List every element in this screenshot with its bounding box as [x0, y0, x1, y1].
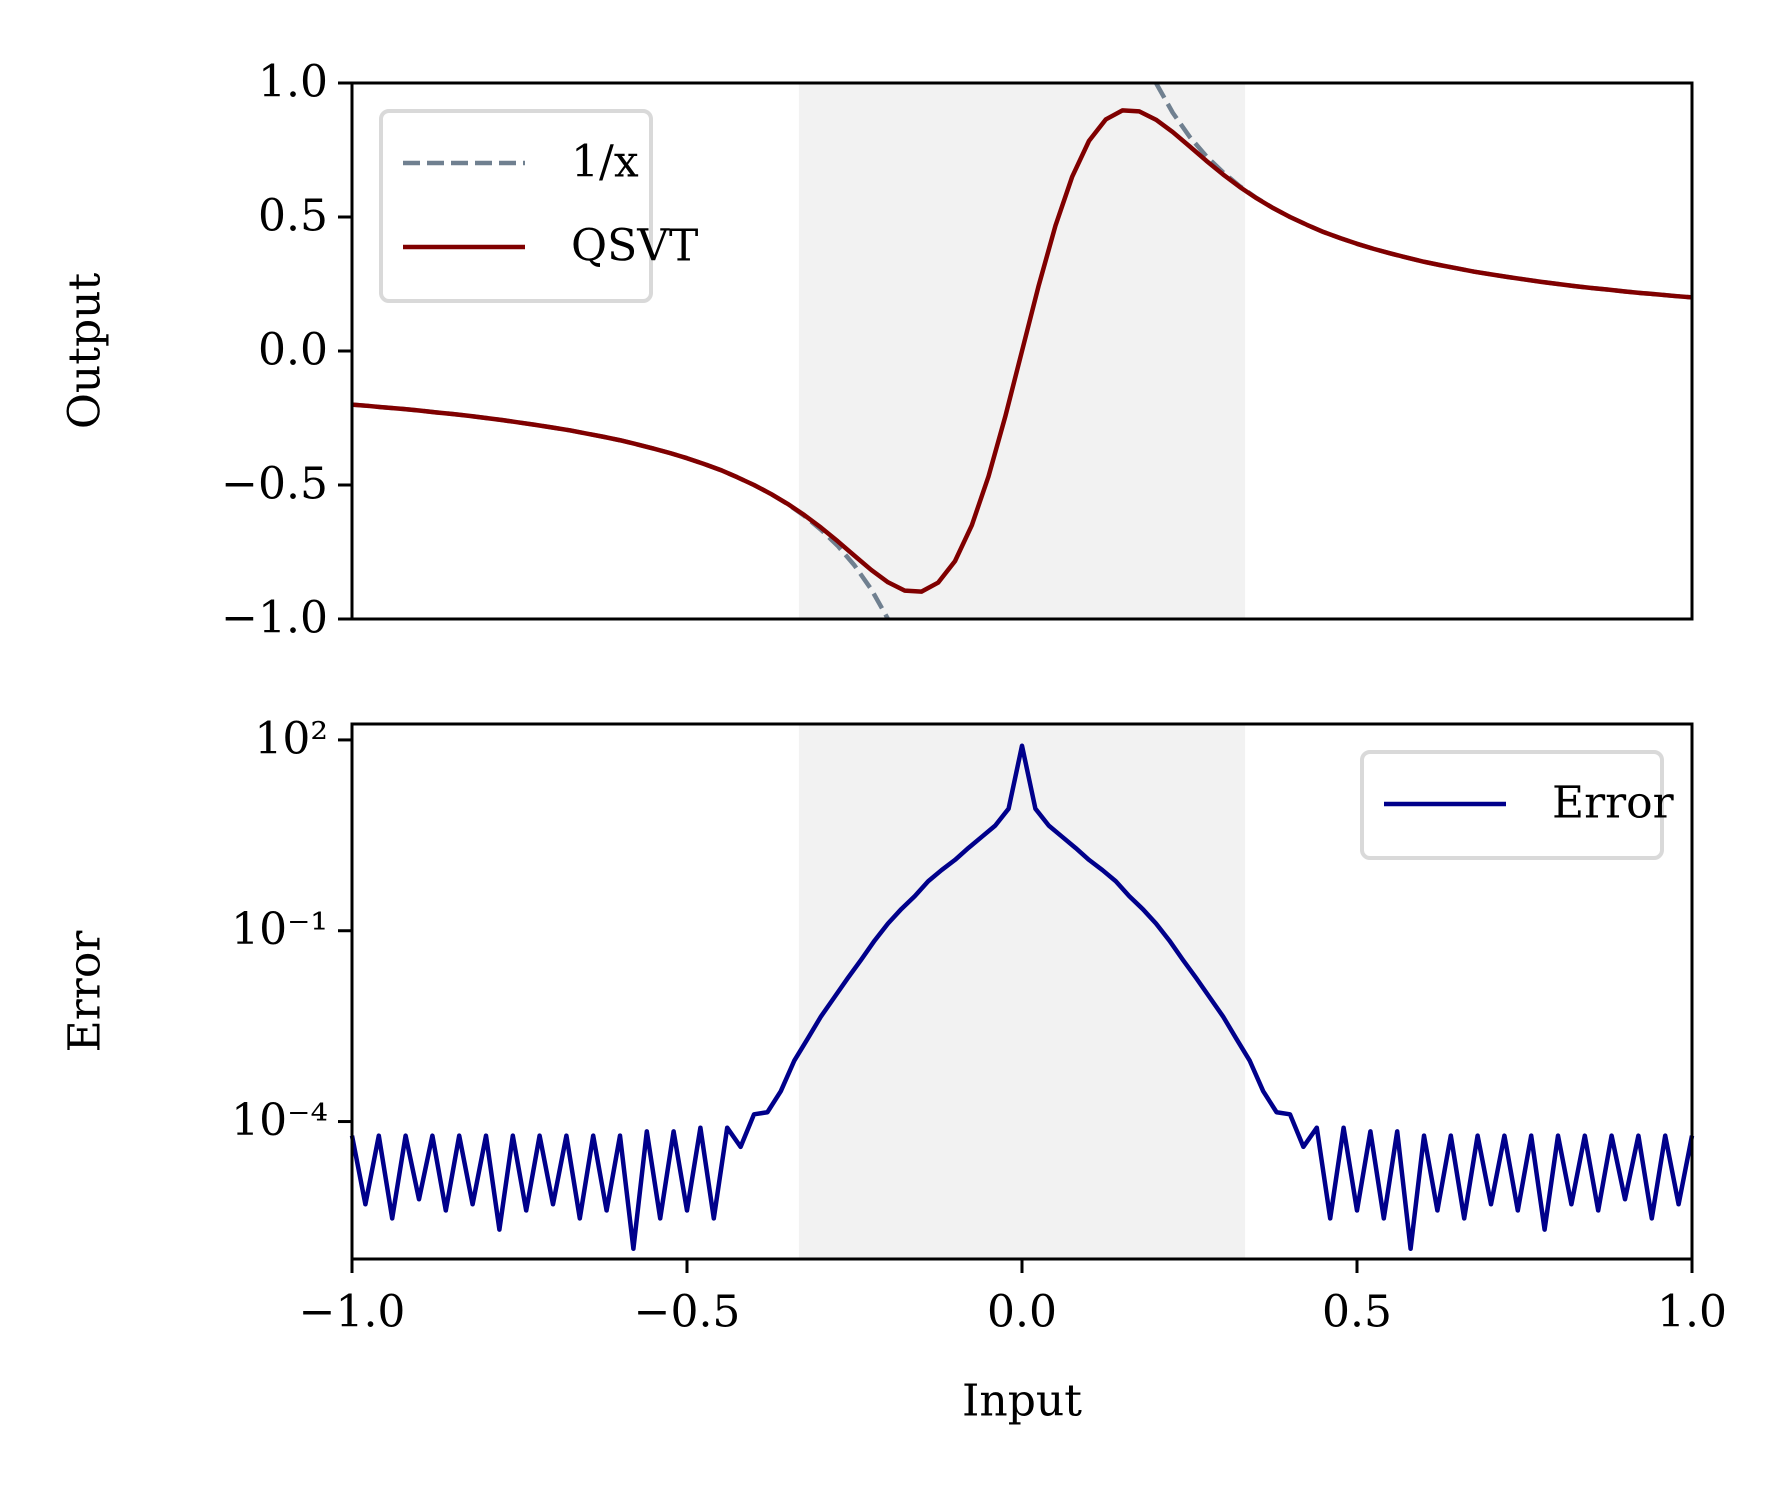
legend-box — [1360, 750, 1664, 860]
y-axis-label: Error — [60, 930, 111, 1053]
y-tick-label: 10⁻⁴ — [231, 1095, 328, 1146]
x-tick-label: 0.0 — [987, 1287, 1057, 1338]
y-tick-label: −0.5 — [221, 459, 328, 510]
x-tick-label: −1.0 — [299, 1287, 406, 1338]
series-line — [351, 108, 1693, 594]
legend-label: QSVT — [571, 221, 698, 272]
y-tick-label: 10⁻¹ — [231, 904, 328, 955]
series-line — [349, 743, 1695, 1251]
y-axis-label: Output — [60, 273, 111, 430]
x-tick-label: −0.5 — [634, 1287, 741, 1338]
axes-frame — [350, 81, 1694, 621]
y-tick-label: −1.0 — [221, 593, 328, 644]
axes-frame — [350, 722, 1694, 1261]
x-tick-label: 1.0 — [1657, 1287, 1727, 1338]
legend-box — [379, 109, 653, 303]
legend-label: Error — [1552, 778, 1675, 829]
x-tick-label: 0.5 — [1322, 1287, 1392, 1338]
y-tick-label: 0.0 — [258, 325, 328, 376]
shaded-region — [798, 724, 1246, 1259]
legend-label: 1/x — [571, 137, 639, 188]
y-tick-label: 0.5 — [258, 191, 328, 242]
y-tick-label: 10² — [254, 713, 328, 764]
x-axis-label: Input — [962, 1376, 1082, 1427]
y-tick-label: 1.0 — [258, 57, 328, 108]
